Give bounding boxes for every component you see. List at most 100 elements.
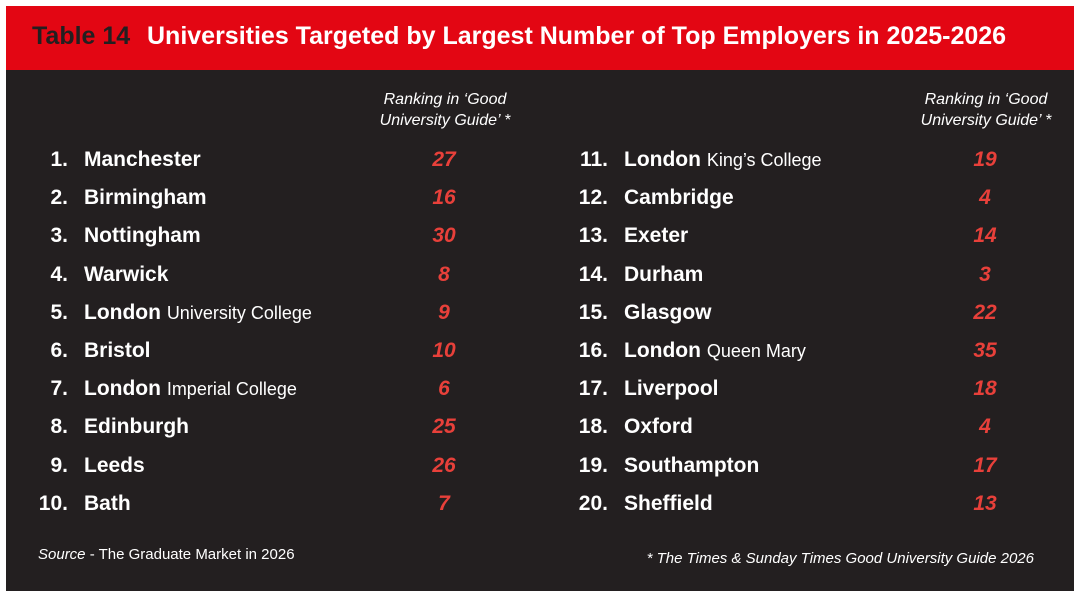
rank-number: 13. bbox=[578, 224, 608, 248]
university-name: Southampton bbox=[624, 454, 759, 478]
guide-ranking-value: 17 bbox=[973, 453, 997, 477]
university-name: Glasgow bbox=[624, 301, 712, 325]
guide-ranking-value: 25 bbox=[432, 415, 456, 439]
column-header-line1: Ranking in ‘Good bbox=[383, 91, 507, 108]
table-row: 3. Nottingham 30 bbox=[6, 221, 536, 251]
rank-number: 4. bbox=[50, 262, 68, 286]
table-row: 18. Oxford 4 bbox=[546, 412, 1074, 442]
guide-ranking-value: 4 bbox=[979, 415, 991, 439]
university-name: Durham bbox=[624, 263, 703, 287]
rank-number: 12. bbox=[578, 186, 608, 210]
guide-ranking-value: 7 bbox=[438, 491, 450, 515]
rank-number: 7. bbox=[50, 377, 68, 401]
rank-number: 17. bbox=[578, 377, 608, 401]
university-name: Liverpool bbox=[624, 377, 719, 401]
table-row: 17. Liverpool 18 bbox=[546, 374, 1074, 404]
guide-ranking-value: 22 bbox=[973, 300, 997, 324]
university-name: Bath bbox=[84, 492, 131, 516]
university-college: Queen Mary bbox=[706, 341, 806, 361]
university-name: London King’s College bbox=[624, 148, 822, 172]
table-frame: Table 14 Universities Targeted by Larges… bbox=[6, 6, 1074, 591]
rank-number: 5. bbox=[50, 300, 68, 324]
source-text: - The Graduate Market in 2026 bbox=[85, 546, 295, 563]
university-name: Bristol bbox=[84, 339, 151, 363]
guide-ranking-value: 19 bbox=[973, 148, 997, 171]
guide-ranking-value: 13 bbox=[973, 491, 997, 515]
university-city: London bbox=[84, 300, 161, 324]
rank-number: 14. bbox=[578, 262, 608, 286]
university-name: Warwick bbox=[84, 263, 168, 287]
university-name: Exeter bbox=[624, 224, 688, 248]
footnote: * The Times & Sunday Times Good Universi… bbox=[646, 550, 1034, 567]
university-city: Southampton bbox=[624, 453, 760, 477]
table-row: 11. London King’s College 19 bbox=[546, 145, 1074, 175]
table-row: 9. Leeds 26 bbox=[6, 451, 536, 481]
guide-ranking-value: 30 bbox=[432, 224, 456, 248]
table-row: 12. Cambridge 4 bbox=[546, 183, 1074, 213]
rank-number: 3. bbox=[50, 224, 68, 248]
university-city: Exeter bbox=[624, 224, 689, 248]
guide-ranking-value: 4 bbox=[979, 186, 991, 210]
table-row: 10. Bath 7 bbox=[6, 489, 536, 519]
rank-number: 11. bbox=[579, 148, 608, 171]
rank-number: 18. bbox=[578, 415, 608, 439]
university-name: London Imperial College bbox=[84, 377, 297, 401]
university-city: Sheffield bbox=[624, 491, 713, 515]
university-city: Oxford bbox=[624, 415, 693, 439]
university-city: Leeds bbox=[84, 453, 145, 477]
university-name: Cambridge bbox=[624, 186, 734, 210]
rank-number: 20. bbox=[578, 491, 608, 515]
guide-ranking-value: 14 bbox=[973, 224, 997, 248]
rank-number: 8. bbox=[50, 415, 68, 439]
column-header-line2: University Guide’ * bbox=[920, 112, 1052, 129]
university-name: London University College bbox=[84, 301, 312, 325]
rank-number: 10. bbox=[38, 491, 68, 515]
guide-ranking-value: 8 bbox=[438, 262, 450, 286]
university-name: London Queen Mary bbox=[624, 339, 806, 363]
university-city: London bbox=[624, 148, 701, 171]
guide-ranking-value: 16 bbox=[432, 186, 456, 210]
university-city: Liverpool bbox=[624, 377, 719, 401]
table-row: 4. Warwick 8 bbox=[6, 260, 536, 290]
table-row: 2. Birmingham 16 bbox=[6, 183, 536, 213]
university-name: Sheffield bbox=[624, 492, 713, 516]
source-note: Source - The Graduate Market in 2026 bbox=[38, 546, 295, 563]
rank-number: 6. bbox=[50, 339, 68, 362]
university-city: Manchester bbox=[84, 148, 201, 171]
university-city: Glasgow bbox=[624, 300, 712, 324]
university-city: Edinburgh bbox=[84, 415, 189, 439]
source-label: Source bbox=[38, 546, 86, 563]
table-row: 5. London University College 9 bbox=[6, 298, 536, 328]
table-row: 7. London Imperial College 6 bbox=[6, 374, 536, 404]
guide-ranking-value: 9 bbox=[438, 300, 450, 324]
table-row: 14. Durham 3 bbox=[546, 260, 1074, 290]
table-number: Table 14 bbox=[32, 22, 131, 50]
table-row: 6. Bristol 10 bbox=[6, 336, 536, 366]
university-city: London bbox=[84, 377, 161, 401]
university-name: Nottingham bbox=[84, 224, 201, 248]
university-college: King’s College bbox=[706, 150, 822, 170]
rank-number: 15. bbox=[578, 300, 608, 324]
table-row: 16. London Queen Mary 35 bbox=[546, 336, 1074, 366]
university-city: Bath bbox=[84, 491, 131, 515]
title-bar: Table 14 Universities Targeted by Larges… bbox=[6, 6, 1074, 70]
column-header-line1: Ranking in ‘Good bbox=[924, 91, 1048, 108]
university-city: Cambridge bbox=[624, 186, 734, 210]
guide-ranking-value: 27 bbox=[432, 148, 456, 171]
table-row: 19. Southampton 17 bbox=[546, 451, 1074, 481]
table-title: Universities Targeted by Largest Number … bbox=[147, 22, 1007, 50]
rank-number: 2. bbox=[50, 186, 68, 210]
table-row: 20. Sheffield 13 bbox=[546, 489, 1074, 519]
guide-ranking-value: 3 bbox=[979, 262, 991, 286]
rank-number: 19. bbox=[578, 453, 608, 477]
column-header-line2: University Guide’ * bbox=[379, 112, 511, 129]
university-name: Oxford bbox=[624, 415, 693, 439]
table-row: 15. Glasgow 22 bbox=[546, 298, 1074, 328]
university-college: University College bbox=[166, 302, 312, 323]
guide-ranking-value: 18 bbox=[973, 377, 997, 401]
university-college: Imperial College bbox=[166, 379, 297, 400]
guide-ranking-value: 35 bbox=[973, 339, 997, 362]
rank-number: 9. bbox=[50, 453, 68, 477]
rank-number: 1. bbox=[50, 148, 68, 171]
ranking-column-header-left: Ranking in ‘Good University Guide’ * bbox=[345, 89, 545, 131]
